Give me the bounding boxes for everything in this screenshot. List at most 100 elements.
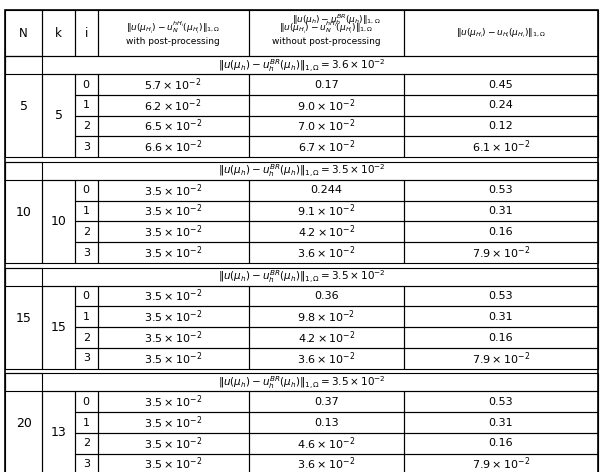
Bar bbox=[404, 327, 598, 348]
Text: 3: 3 bbox=[83, 354, 90, 363]
Text: 2: 2 bbox=[83, 438, 90, 448]
Bar bbox=[404, 95, 598, 116]
Text: 0.31: 0.31 bbox=[489, 206, 513, 216]
Text: 15: 15 bbox=[16, 312, 31, 325]
Bar bbox=[98, 201, 248, 221]
Text: $3.6 \times 10^{-2}$: $3.6 \times 10^{-2}$ bbox=[297, 456, 356, 472]
Bar bbox=[98, 391, 248, 412]
Text: $3.5 \times 10^{-2}$: $3.5 \times 10^{-2}$ bbox=[144, 329, 202, 346]
Text: $6.7 \times 10^{-2}$: $6.7 \times 10^{-2}$ bbox=[298, 139, 355, 155]
Bar bbox=[42, 391, 75, 472]
Bar bbox=[42, 74, 75, 157]
Text: $7.9 \times 10^{-2}$: $7.9 \times 10^{-2}$ bbox=[472, 456, 530, 472]
Text: 3: 3 bbox=[83, 248, 90, 258]
Text: 0: 0 bbox=[83, 185, 90, 195]
Bar bbox=[248, 201, 404, 221]
Text: $3.6 \times 10^{-2}$: $3.6 \times 10^{-2}$ bbox=[297, 350, 356, 367]
Bar bbox=[75, 391, 98, 412]
Text: 10: 10 bbox=[51, 215, 66, 228]
Bar bbox=[5, 56, 598, 74]
Bar bbox=[75, 180, 98, 201]
Text: $3.5 \times 10^{-2}$: $3.5 \times 10^{-2}$ bbox=[144, 288, 202, 304]
Text: $5.7 \times 10^{-2}$: $5.7 \times 10^{-2}$ bbox=[144, 76, 202, 93]
Bar bbox=[75, 412, 98, 433]
Text: 5: 5 bbox=[55, 109, 63, 122]
Text: $9.0 \times 10^{-2}$: $9.0 \times 10^{-2}$ bbox=[297, 97, 356, 114]
Bar bbox=[75, 116, 98, 136]
Bar bbox=[248, 454, 404, 472]
Text: $6.6 \times 10^{-2}$: $6.6 \times 10^{-2}$ bbox=[144, 139, 202, 155]
Bar bbox=[404, 221, 598, 242]
Bar bbox=[5, 373, 42, 472]
Bar bbox=[248, 221, 404, 242]
Bar bbox=[404, 201, 598, 221]
Text: $9.8 \times 10^{-2}$: $9.8 \times 10^{-2}$ bbox=[297, 309, 355, 325]
Text: $3.5 \times 10^{-2}$: $3.5 \times 10^{-2}$ bbox=[144, 224, 202, 240]
Text: $6.2 \times 10^{-2}$: $6.2 \times 10^{-2}$ bbox=[144, 97, 202, 114]
Bar bbox=[75, 95, 98, 116]
Text: 0: 0 bbox=[83, 80, 90, 90]
Text: $3.5 \times 10^{-2}$: $3.5 \times 10^{-2}$ bbox=[144, 456, 202, 472]
Bar bbox=[98, 286, 248, 306]
Text: $\|u(\mu_h) - u_h^{BR}(\mu_h)\|_{1,\Omega} = 3.5 \times 10^{-2}$: $\|u(\mu_h) - u_h^{BR}(\mu_h)\|_{1,\Omeg… bbox=[218, 374, 385, 391]
Bar bbox=[98, 95, 248, 116]
Text: 0.17: 0.17 bbox=[314, 80, 339, 90]
Text: $3.5 \times 10^{-2}$: $3.5 \times 10^{-2}$ bbox=[144, 203, 202, 219]
Text: 3: 3 bbox=[83, 459, 90, 469]
Bar bbox=[404, 433, 598, 454]
Bar bbox=[5, 162, 598, 180]
Text: $\|u(\mu_h) - u_h^{BR}(\mu_h)\|_{1,\Omega} = 3.6 \times 10^{-2}$: $\|u(\mu_h) - u_h^{BR}(\mu_h)\|_{1,\Omeg… bbox=[218, 57, 385, 74]
Text: 0.45: 0.45 bbox=[488, 80, 513, 90]
Text: 0.13: 0.13 bbox=[314, 418, 339, 428]
Text: 0.53: 0.53 bbox=[489, 291, 513, 301]
Bar bbox=[98, 348, 248, 369]
Bar bbox=[75, 221, 98, 242]
Text: 1: 1 bbox=[83, 206, 90, 216]
Bar bbox=[404, 306, 598, 327]
Text: $6.5 \times 10^{-2}$: $6.5 \times 10^{-2}$ bbox=[144, 118, 202, 135]
Text: $3.5 \times 10^{-2}$: $3.5 \times 10^{-2}$ bbox=[144, 414, 202, 431]
Bar bbox=[5, 268, 42, 369]
Text: 1: 1 bbox=[83, 418, 90, 428]
Bar bbox=[248, 180, 404, 201]
Bar bbox=[75, 201, 98, 221]
Bar bbox=[5, 268, 598, 286]
Text: 0.24: 0.24 bbox=[488, 101, 514, 110]
Bar bbox=[404, 286, 598, 306]
Text: $3.5 \times 10^{-2}$: $3.5 \times 10^{-2}$ bbox=[144, 182, 202, 199]
Text: $7.0 \times 10^{-2}$: $7.0 \times 10^{-2}$ bbox=[297, 118, 356, 135]
Text: $9.1 \times 10^{-2}$: $9.1 \times 10^{-2}$ bbox=[297, 203, 356, 219]
Text: 0.53: 0.53 bbox=[489, 185, 513, 195]
Bar bbox=[98, 221, 248, 242]
Text: 0.31: 0.31 bbox=[489, 312, 513, 322]
Text: 5: 5 bbox=[20, 100, 28, 113]
Bar bbox=[404, 180, 598, 201]
Bar bbox=[98, 10, 248, 56]
Bar bbox=[248, 327, 404, 348]
Text: 2: 2 bbox=[83, 227, 90, 237]
Text: 0.16: 0.16 bbox=[489, 227, 513, 237]
Bar bbox=[42, 286, 75, 369]
Text: $7.9 \times 10^{-2}$: $7.9 \times 10^{-2}$ bbox=[472, 244, 530, 261]
Bar bbox=[5, 162, 42, 263]
Text: $3.5 \times 10^{-2}$: $3.5 \times 10^{-2}$ bbox=[144, 435, 202, 452]
Bar bbox=[75, 242, 98, 263]
Bar bbox=[98, 327, 248, 348]
Text: 0.37: 0.37 bbox=[314, 397, 339, 407]
Bar bbox=[248, 286, 404, 306]
Bar bbox=[404, 136, 598, 157]
Bar bbox=[75, 433, 98, 454]
Bar bbox=[404, 391, 598, 412]
Text: $3.5 \times 10^{-2}$: $3.5 \times 10^{-2}$ bbox=[144, 244, 202, 261]
Bar bbox=[404, 116, 598, 136]
Text: $\|u(\mu_{H_i}) - u_{H_i}(\mu_{H_i})\|_{1,\Omega}$: $\|u(\mu_{H_i}) - u_{H_i}(\mu_{H_i})\|_{… bbox=[456, 26, 546, 40]
Text: N: N bbox=[19, 26, 28, 40]
Text: $7.9 \times 10^{-2}$: $7.9 \times 10^{-2}$ bbox=[472, 350, 530, 367]
Bar bbox=[248, 391, 404, 412]
Bar bbox=[98, 74, 248, 95]
Text: $\|u(\mu_{H_i}) - u_N^{hH_i}(\mu_{H_i})\|_{1,\Omega}$
with post-processing: $\|u(\mu_{H_i}) - u_N^{hH_i}(\mu_{H_i})\… bbox=[126, 20, 220, 46]
Text: $3.5 \times 10^{-2}$: $3.5 \times 10^{-2}$ bbox=[144, 350, 202, 367]
Bar bbox=[42, 180, 75, 263]
Bar bbox=[248, 348, 404, 369]
Text: 0: 0 bbox=[83, 291, 90, 301]
